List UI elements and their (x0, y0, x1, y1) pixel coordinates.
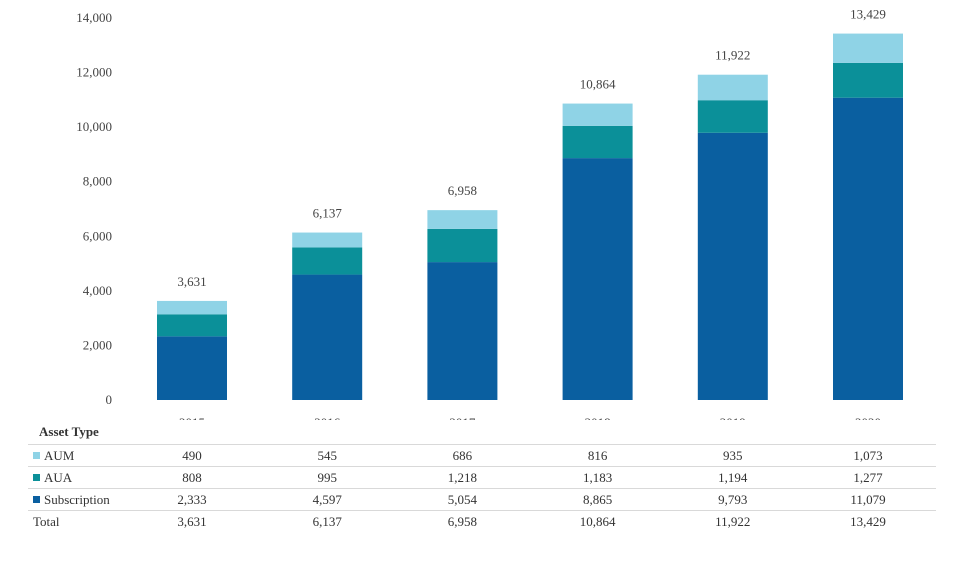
table-row: AUA 808 995 1,218 1,183 1,194 1,277 (28, 466, 936, 488)
table-header-row: Asset Type (28, 420, 936, 444)
table-cell: 1,194 (718, 470, 748, 485)
table-row-label: AUA (33, 470, 72, 486)
x-category-label: 2015 (179, 415, 205, 420)
table-cell: 1,183 (582, 470, 613, 485)
y-tick-label: 14,000 (76, 10, 112, 25)
bar-segment-aum (427, 210, 498, 229)
table-cell: 1,218 (447, 470, 478, 485)
table-cell: 5,054 (447, 492, 478, 507)
stacked-bar-chart: 0 2,000 4,000 6,000 8,000 10,000 12,000 14,000 3… (76, 7, 903, 420)
total-data-label: 13,429 (850, 7, 886, 22)
total-data-label: 10,864 (580, 77, 616, 92)
y-tick-label: 6,000 (83, 228, 112, 243)
y-tick-label: 10,000 (76, 119, 112, 134)
table-row-label: Subscription (33, 492, 110, 508)
x-category-label: 2018 (585, 415, 611, 420)
total-data-label: 11,922 (715, 48, 750, 63)
table-cell: 808 (182, 470, 202, 485)
bar-segment-aua (427, 228, 498, 263)
bar-segment-aua (562, 125, 633, 159)
x-category-label: 2019 (720, 415, 746, 420)
table-row-label: AUM (33, 448, 74, 464)
y-tick-label: 2,000 (83, 337, 112, 352)
y-tick-label: 8,000 (83, 174, 112, 189)
bar-segment-aum (157, 300, 227, 315)
table-cell: 8,865 (582, 492, 613, 507)
table-cell: 10,864 (579, 514, 616, 529)
bar-segment-aum (292, 232, 363, 248)
y-tick-label: 4,000 (83, 283, 112, 298)
x-category-label: 2020 (855, 415, 881, 420)
table-cell: 1,277 (853, 470, 883, 485)
legend-swatch (33, 452, 40, 459)
bar-segment-aua (157, 314, 227, 337)
legend-swatch (33, 474, 40, 481)
bar-segment-aum (833, 33, 903, 63)
table-cell: 9,793 (718, 492, 748, 507)
y-tick-label: 12,000 (76, 65, 112, 80)
bar-segment-subscription (833, 97, 903, 400)
table-row-name: Subscription (44, 492, 110, 507)
bar-segment-aua (292, 247, 363, 275)
table-header-label: Asset Type (39, 424, 99, 439)
bar-segment-subscription (427, 262, 498, 400)
table-cell: 1,073 (853, 448, 883, 463)
table-cell: 995 (317, 470, 337, 485)
x-category-label: 2017 (449, 415, 476, 420)
table-cell: 545 (317, 448, 337, 463)
bar-segment-subscription (292, 274, 363, 400)
x-category-label: 2016 (314, 415, 341, 420)
table-cell: 13,429 (850, 514, 886, 529)
table-cell: 11,079 (850, 492, 886, 507)
bar-segment-aua (833, 62, 903, 98)
total-data-label: 3,631 (177, 274, 206, 289)
table-cell: 11,922 (715, 514, 751, 529)
table-cell: 490 (182, 448, 202, 463)
bar-segment-subscription (157, 336, 227, 400)
table-cell: 2,333 (177, 492, 207, 507)
table-cell: 6,137 (312, 514, 342, 529)
table-row: Total 3,631 6,137 6,958 10,864 11,922 13,429 (28, 510, 936, 532)
table-cell: 816 (587, 448, 608, 463)
table-row: AUM 490 545 686 816 935 1,073 (28, 444, 936, 466)
table-row: Subscription 2,333 4,597 5,054 8,865 9,793 11,… (28, 488, 936, 510)
data-table: Asset Type AUM 490 545 686 816 935 1,073 AUA 808… (28, 420, 936, 532)
bar-segment-subscription (697, 132, 768, 400)
table-cell: 686 (452, 448, 473, 463)
bar-segment-subscription (562, 158, 633, 400)
total-data-label: 6,137 (313, 206, 343, 221)
table-row-name: AUA (44, 470, 73, 485)
table-row-name: AUM (44, 448, 75, 463)
y-tick-label: 0 (106, 392, 113, 407)
table-row-label: Total (33, 514, 60, 530)
table-cell: 3,631 (177, 514, 207, 529)
legend-swatch (33, 496, 40, 503)
table-body: AUM 490 545 686 816 935 1,073 AUA 808 995 1,218 1,1… (28, 444, 936, 532)
table-cell: 4,597 (312, 492, 342, 507)
bar-segment-aua (697, 100, 768, 133)
table-cell: 935 (723, 448, 743, 463)
bar-segment-aum (697, 74, 768, 101)
table-cell: 6,958 (447, 514, 478, 529)
table-row-name: Total (33, 514, 60, 529)
bar-segment-aum (562, 103, 633, 126)
total-data-label: 6,958 (448, 183, 477, 198)
